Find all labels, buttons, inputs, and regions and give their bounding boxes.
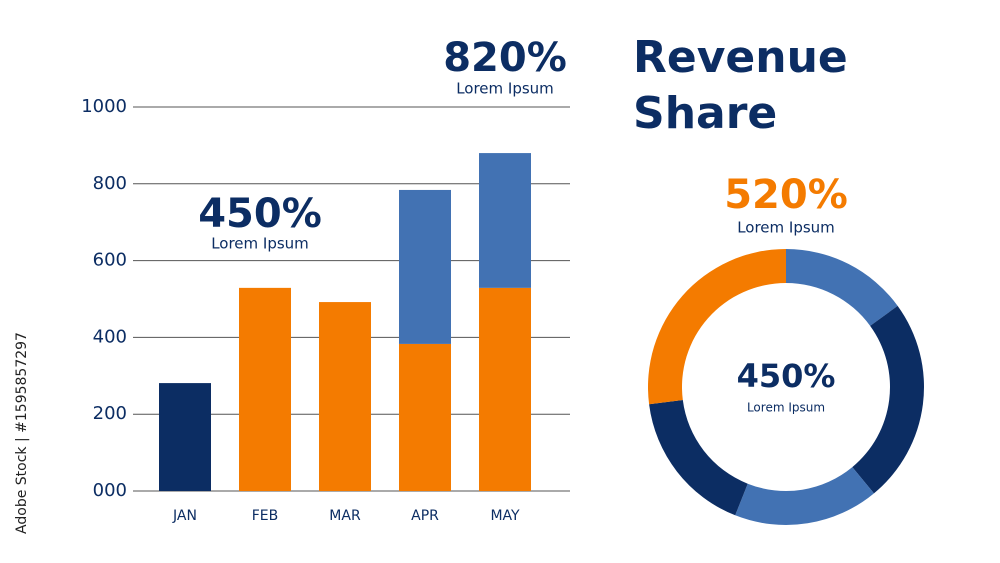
annotation: Lorem Ipsum: [211, 235, 309, 253]
x-tick-label: JAN: [172, 508, 197, 524]
x-tick-label: APR: [411, 508, 439, 524]
donut-segment: [735, 467, 874, 525]
donut-segment: [852, 305, 924, 494]
chart-title: Revenue Share: [633, 32, 848, 139]
bar: [319, 302, 371, 491]
y-tick-label: 1000: [81, 96, 127, 117]
annotation: 450%: [198, 191, 322, 237]
y-tick-label: 400: [93, 326, 127, 347]
bar: [399, 189, 451, 344]
bar: [399, 343, 451, 491]
x-tick-label: MAR: [329, 508, 361, 524]
annotation: Lorem Ipsum: [456, 80, 554, 98]
annotation: Lorem Ipsum: [737, 219, 835, 237]
donut-segment: [648, 249, 786, 405]
y-tick-label: 800: [93, 173, 127, 194]
y-tick-label: 000: [93, 480, 127, 501]
annotation: 520%: [724, 172, 848, 218]
bar: [239, 287, 291, 491]
y-tick-label: 600: [93, 250, 127, 271]
x-tick-label: MAY: [490, 508, 520, 524]
center-label: Lorem Ipsum: [747, 401, 825, 415]
watermark: Adobe Stock | #1595857297: [14, 332, 30, 534]
bar: [479, 153, 531, 288]
bar: [479, 287, 531, 491]
center-label: 450%: [737, 357, 836, 395]
y-tick-label: 200: [93, 403, 127, 424]
annotation: 820%: [443, 35, 567, 81]
bar: [159, 383, 211, 491]
donut-segment: [649, 400, 748, 516]
donut-segment: [786, 249, 898, 326]
x-tick-label: FEB: [252, 508, 279, 524]
